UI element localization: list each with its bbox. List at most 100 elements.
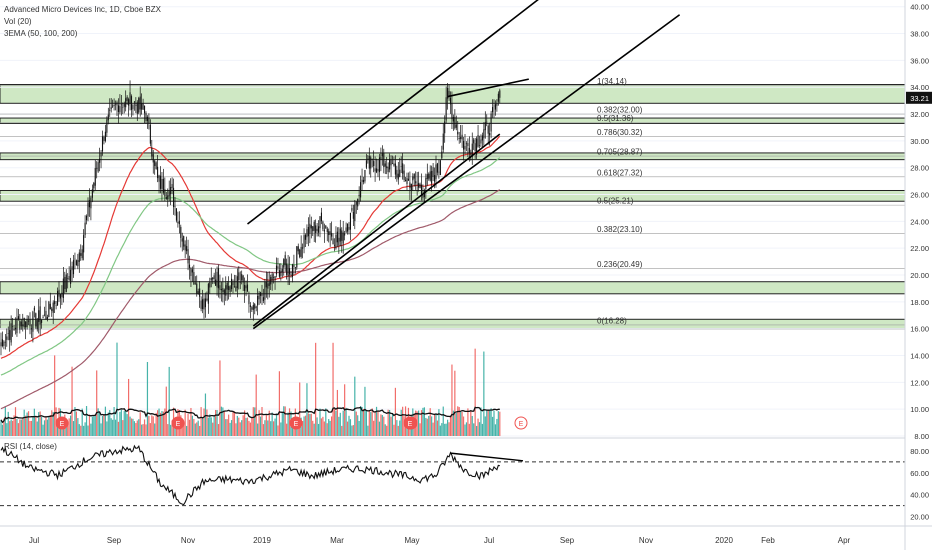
volume-bar [78, 424, 80, 436]
volume-bar [139, 412, 141, 436]
volume-bar [162, 411, 164, 436]
last-price-badge [906, 91, 932, 104]
candle-body [489, 133, 491, 136]
volume-bar [489, 410, 491, 436]
candle-body [468, 147, 470, 153]
earnings-markers: EEEEEE [55, 416, 528, 430]
candle-body [154, 160, 156, 166]
volume-bar [204, 393, 207, 436]
candle-body [312, 226, 314, 232]
candle-body [168, 191, 170, 197]
fib-label: 1(34.14) [597, 77, 627, 86]
candle-body [135, 104, 137, 106]
volume-bar [428, 415, 430, 436]
candle-body [238, 272, 240, 281]
candle-body [294, 267, 296, 268]
candle-body [14, 327, 17, 330]
volume-bar [348, 415, 350, 436]
candle-body [451, 103, 453, 120]
volume-bar [326, 423, 328, 436]
candle-body [444, 121, 446, 134]
candle-body [222, 288, 224, 292]
volume-bar [149, 423, 151, 436]
volume-bar [83, 425, 85, 436]
volume-bar [331, 416, 333, 436]
volume-bar [187, 413, 189, 436]
candle-body [215, 279, 217, 286]
volume-bar [484, 416, 486, 436]
candle-body [352, 212, 354, 219]
time-tick-label: May [404, 536, 419, 545]
candle-body [87, 202, 89, 217]
candle-body [293, 265, 295, 267]
candle-body [180, 226, 182, 238]
volume-bar [87, 425, 89, 436]
candle-body [428, 173, 430, 179]
candle-body [386, 166, 388, 169]
volume-bar [455, 413, 457, 436]
candle-body [13, 328, 15, 331]
volume-bar [183, 422, 185, 436]
volume-bar [393, 424, 395, 436]
volume-bar [216, 410, 218, 436]
candle-body [362, 179, 365, 183]
candle-body [157, 166, 159, 179]
volume-bar [481, 423, 483, 436]
candle-body [275, 265, 278, 275]
candle-body [399, 169, 401, 177]
volume-bar [471, 416, 473, 436]
volume-bar [68, 418, 70, 436]
candle-body [409, 182, 411, 189]
candle-body [412, 176, 414, 181]
candle-body [43, 314, 46, 316]
volume-bar [107, 412, 109, 436]
candle-body [107, 114, 109, 121]
candle-body [332, 238, 334, 245]
volume-bar [259, 416, 262, 436]
candle-body [383, 152, 385, 168]
candle-body [309, 223, 311, 234]
volume-bar [281, 411, 283, 436]
trendline-bottom-support [252, 133, 501, 327]
candle-body [26, 319, 28, 328]
volume-bar [191, 415, 193, 436]
volume-bar [325, 408, 327, 436]
candle-body [19, 320, 21, 330]
volume-bar [433, 414, 436, 436]
volume-bar [233, 411, 236, 436]
volume-bar [101, 415, 104, 436]
vol-label: Vol (20) [4, 17, 32, 26]
candle-body [270, 277, 272, 285]
volume-bar [226, 419, 228, 436]
volume-bar [16, 418, 18, 436]
candle-body [170, 186, 172, 195]
candle-body [16, 318, 18, 334]
candle-body [367, 158, 369, 160]
candle-body [251, 307, 253, 310]
volume-bar [476, 425, 478, 436]
volume-bar [194, 423, 196, 436]
candle-body [277, 266, 279, 268]
candle-body [351, 208, 353, 211]
candle-body [396, 169, 398, 178]
candle-body [93, 182, 95, 189]
volume-bar [332, 342, 334, 436]
volume-bar [254, 407, 256, 436]
volume-bar [271, 412, 273, 436]
volume-bar [170, 424, 172, 436]
volume-bar [48, 416, 50, 436]
candle-body [235, 286, 237, 292]
candle-body [368, 155, 370, 169]
volume-bar [241, 420, 243, 436]
candle-body [467, 143, 469, 147]
earnings-marker-label: E [60, 421, 65, 428]
time-tick-label: Mar [330, 536, 344, 545]
candle-body [125, 98, 127, 108]
price-tick-label: 38.00 [910, 30, 929, 39]
candle-body [78, 252, 80, 262]
candle-body [119, 106, 121, 113]
price-tick-label: 12.00 [910, 378, 929, 387]
candle-body [167, 195, 169, 200]
